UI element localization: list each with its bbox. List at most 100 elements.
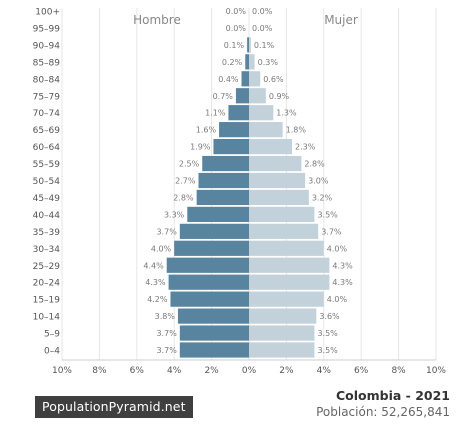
male-data-label: 3.7% bbox=[156, 346, 177, 355]
female-bar bbox=[249, 308, 317, 324]
female-bar bbox=[249, 274, 330, 290]
female-bar bbox=[249, 257, 330, 273]
age-group-label: 25–29 bbox=[33, 262, 61, 272]
female-bar bbox=[249, 155, 302, 172]
x-tick-label: 8% bbox=[391, 366, 406, 376]
female-data-label: 3.5% bbox=[317, 329, 338, 338]
male-data-label: 0.7% bbox=[213, 92, 234, 101]
female-bar bbox=[249, 189, 309, 206]
male-bar bbox=[241, 71, 249, 87]
male-data-label: 0.1% bbox=[224, 41, 245, 50]
female-data-label: 0.0% bbox=[252, 7, 273, 16]
x-tick-label: 2% bbox=[279, 366, 294, 376]
age-group-label: 70–74 bbox=[33, 109, 61, 119]
male-series-title: Hombre bbox=[133, 13, 181, 27]
age-group-label: 40–44 bbox=[33, 211, 61, 221]
male-bar bbox=[179, 223, 249, 239]
male-bar bbox=[168, 274, 249, 290]
x-tick-label: 4% bbox=[317, 366, 332, 376]
female-data-label: 4.0% bbox=[327, 244, 348, 253]
age-group-label: 90–94 bbox=[33, 41, 61, 51]
male-data-label: 0.2% bbox=[222, 58, 243, 67]
male-data-label: 0.0% bbox=[226, 7, 247, 16]
x-tick-label: 0% bbox=[242, 366, 257, 376]
female-data-label: 4.3% bbox=[332, 278, 353, 287]
female-data-label: 3.0% bbox=[308, 177, 329, 186]
male-bar bbox=[179, 325, 249, 341]
age-group-label: 10–14 bbox=[33, 313, 61, 323]
female-bar bbox=[249, 342, 315, 358]
female-bar bbox=[249, 139, 293, 155]
male-data-label: 1.1% bbox=[205, 109, 226, 118]
age-group-label: 80–84 bbox=[33, 75, 61, 85]
age-group-label: 0–4 bbox=[44, 347, 60, 357]
x-tick-label: 6% bbox=[354, 366, 369, 376]
female-data-label: 1.8% bbox=[286, 126, 307, 135]
female-data-label: 2.8% bbox=[304, 160, 325, 169]
age-group-label: 100+ bbox=[35, 8, 60, 18]
female-data-label: 0.1% bbox=[254, 41, 275, 50]
female-data-label: 3.2% bbox=[312, 193, 333, 202]
male-data-label: 4.3% bbox=[145, 278, 166, 287]
male-bar bbox=[245, 54, 249, 70]
female-series-title: Mujer bbox=[324, 13, 358, 27]
male-data-label: 2.8% bbox=[173, 193, 194, 202]
female-data-label: 1.3% bbox=[276, 109, 297, 118]
age-group-label: 95–99 bbox=[33, 24, 61, 34]
age-group-label: 30–34 bbox=[33, 245, 61, 255]
male-data-label: 4.4% bbox=[143, 261, 164, 270]
male-bar bbox=[177, 308, 249, 324]
male-data-label: 3.3% bbox=[164, 210, 185, 219]
female-bar bbox=[249, 122, 283, 138]
site-logo[interactable]: PopulationPyramid.net bbox=[35, 396, 193, 418]
male-data-label: 3.7% bbox=[156, 227, 177, 236]
female-bar bbox=[249, 291, 324, 307]
age-group-label: 55–59 bbox=[33, 160, 61, 170]
female-data-label: 3.7% bbox=[321, 227, 342, 236]
male-bar bbox=[187, 206, 249, 222]
male-data-label: 3.8% bbox=[155, 312, 176, 321]
female-data-label: 0.0% bbox=[252, 24, 273, 33]
female-bar bbox=[249, 172, 306, 189]
female-bar bbox=[249, 88, 266, 104]
male-bar bbox=[198, 172, 249, 189]
female-bar bbox=[249, 37, 251, 53]
x-tick-label: 8% bbox=[92, 366, 107, 376]
age-group-label: 35–39 bbox=[33, 228, 61, 238]
population-label: Población: 52,265,841 bbox=[316, 405, 450, 419]
x-tick-label: 10% bbox=[52, 366, 72, 376]
x-tick-label: 10% bbox=[426, 366, 446, 376]
male-bar bbox=[213, 139, 249, 155]
age-group-label: 65–69 bbox=[33, 126, 61, 136]
female-data-label: 0.9% bbox=[269, 92, 290, 101]
male-data-label: 0.4% bbox=[218, 75, 239, 84]
male-bar bbox=[170, 291, 249, 307]
female-data-label: 2.3% bbox=[295, 143, 316, 152]
male-bar bbox=[174, 240, 249, 256]
male-bar bbox=[247, 37, 249, 53]
country-year-label: Colombia - 2021 bbox=[335, 388, 450, 403]
male-bar bbox=[235, 88, 249, 104]
male-data-label: 0.0% bbox=[226, 24, 247, 33]
female-bar bbox=[249, 71, 261, 87]
age-group-label: 50–54 bbox=[33, 177, 61, 187]
male-data-label: 2.5% bbox=[179, 160, 200, 169]
female-data-label: 3.6% bbox=[319, 312, 340, 321]
female-bar bbox=[249, 223, 319, 239]
age-group-label: 5–9 bbox=[44, 330, 60, 340]
male-data-label: 4.0% bbox=[151, 244, 172, 253]
age-group-label: 75–79 bbox=[33, 92, 61, 102]
male-data-label: 4.2% bbox=[147, 295, 168, 304]
age-group-label: 45–49 bbox=[33, 194, 61, 204]
male-bar bbox=[196, 189, 249, 206]
x-tick-label: 6% bbox=[130, 366, 145, 376]
female-data-label: 0.6% bbox=[263, 75, 284, 84]
male-data-label: 1.9% bbox=[190, 143, 211, 152]
female-bar bbox=[249, 240, 324, 256]
male-data-label: 1.6% bbox=[196, 126, 217, 135]
x-tick-label: 4% bbox=[167, 366, 182, 376]
age-group-label: 15–19 bbox=[33, 296, 61, 306]
female-data-label: 4.0% bbox=[327, 295, 348, 304]
age-group-label: 20–24 bbox=[33, 279, 61, 289]
